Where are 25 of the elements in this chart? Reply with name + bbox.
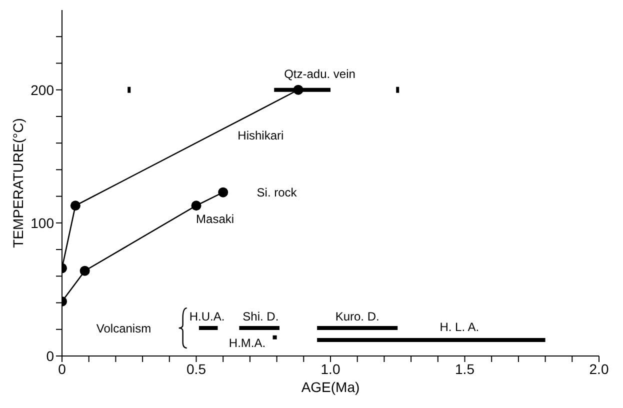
annotation: Volcanism <box>96 321 152 336</box>
annotation: Masaki <box>196 212 234 226</box>
y-tick-label: 200 <box>30 82 54 98</box>
annotation: Qtz-adu. vein <box>284 67 356 82</box>
x-tick-label: 0 <box>58 360 66 377</box>
y-tick-label: 100 <box>30 214 54 231</box>
x-tick-label: 2.0 <box>589 360 609 377</box>
annotation: Si. rock <box>256 186 298 200</box>
y-tick-label: 0 <box>46 348 54 364</box>
point <box>80 266 90 276</box>
x-axis-title: AGE(Ma) <box>301 379 360 395</box>
annotation: Hishikari <box>238 128 284 142</box>
point <box>191 200 202 211</box>
point <box>218 187 228 198</box>
annotation: H. L. A. <box>440 320 480 334</box>
x-tick-label: 0.5 <box>186 360 206 377</box>
point <box>293 84 304 95</box>
x-tick-label: 1.0 <box>320 360 340 377</box>
annotation: H.U.A. <box>189 309 225 324</box>
annotation: Kuro. D. <box>335 309 380 324</box>
point <box>70 200 80 211</box>
y-axis-title: TEMPERATURE(°C) <box>10 118 26 248</box>
annotation: Shi. D. <box>242 309 279 324</box>
x-tick-label: 1.5 <box>455 360 475 377</box>
annotation: H.M.A. <box>228 336 266 350</box>
